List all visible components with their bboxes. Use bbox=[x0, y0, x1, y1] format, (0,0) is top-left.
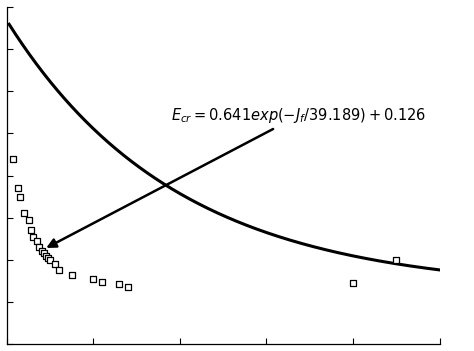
Text: $E_{cr}= 0.641exp(-J_f/39.189) +0.126$: $E_{cr}= 0.641exp(-J_f/39.189) +0.126$ bbox=[49, 106, 427, 247]
Point bbox=[349, 280, 357, 286]
Point bbox=[36, 244, 43, 250]
Point bbox=[98, 279, 106, 285]
Point bbox=[25, 217, 32, 223]
Point bbox=[40, 251, 47, 256]
Point bbox=[55, 267, 63, 273]
Point bbox=[46, 257, 54, 263]
Point bbox=[16, 194, 24, 199]
Point bbox=[90, 276, 97, 282]
Point bbox=[34, 238, 41, 244]
Point bbox=[14, 185, 21, 191]
Point bbox=[68, 272, 76, 277]
Point bbox=[42, 253, 50, 258]
Point bbox=[27, 227, 35, 233]
Point bbox=[116, 281, 123, 287]
Point bbox=[392, 257, 400, 263]
Point bbox=[20, 211, 28, 216]
Point bbox=[38, 249, 46, 254]
Point bbox=[29, 234, 36, 239]
Point bbox=[44, 255, 52, 260]
Point bbox=[124, 284, 132, 290]
Point bbox=[9, 156, 17, 161]
Point bbox=[51, 261, 58, 267]
